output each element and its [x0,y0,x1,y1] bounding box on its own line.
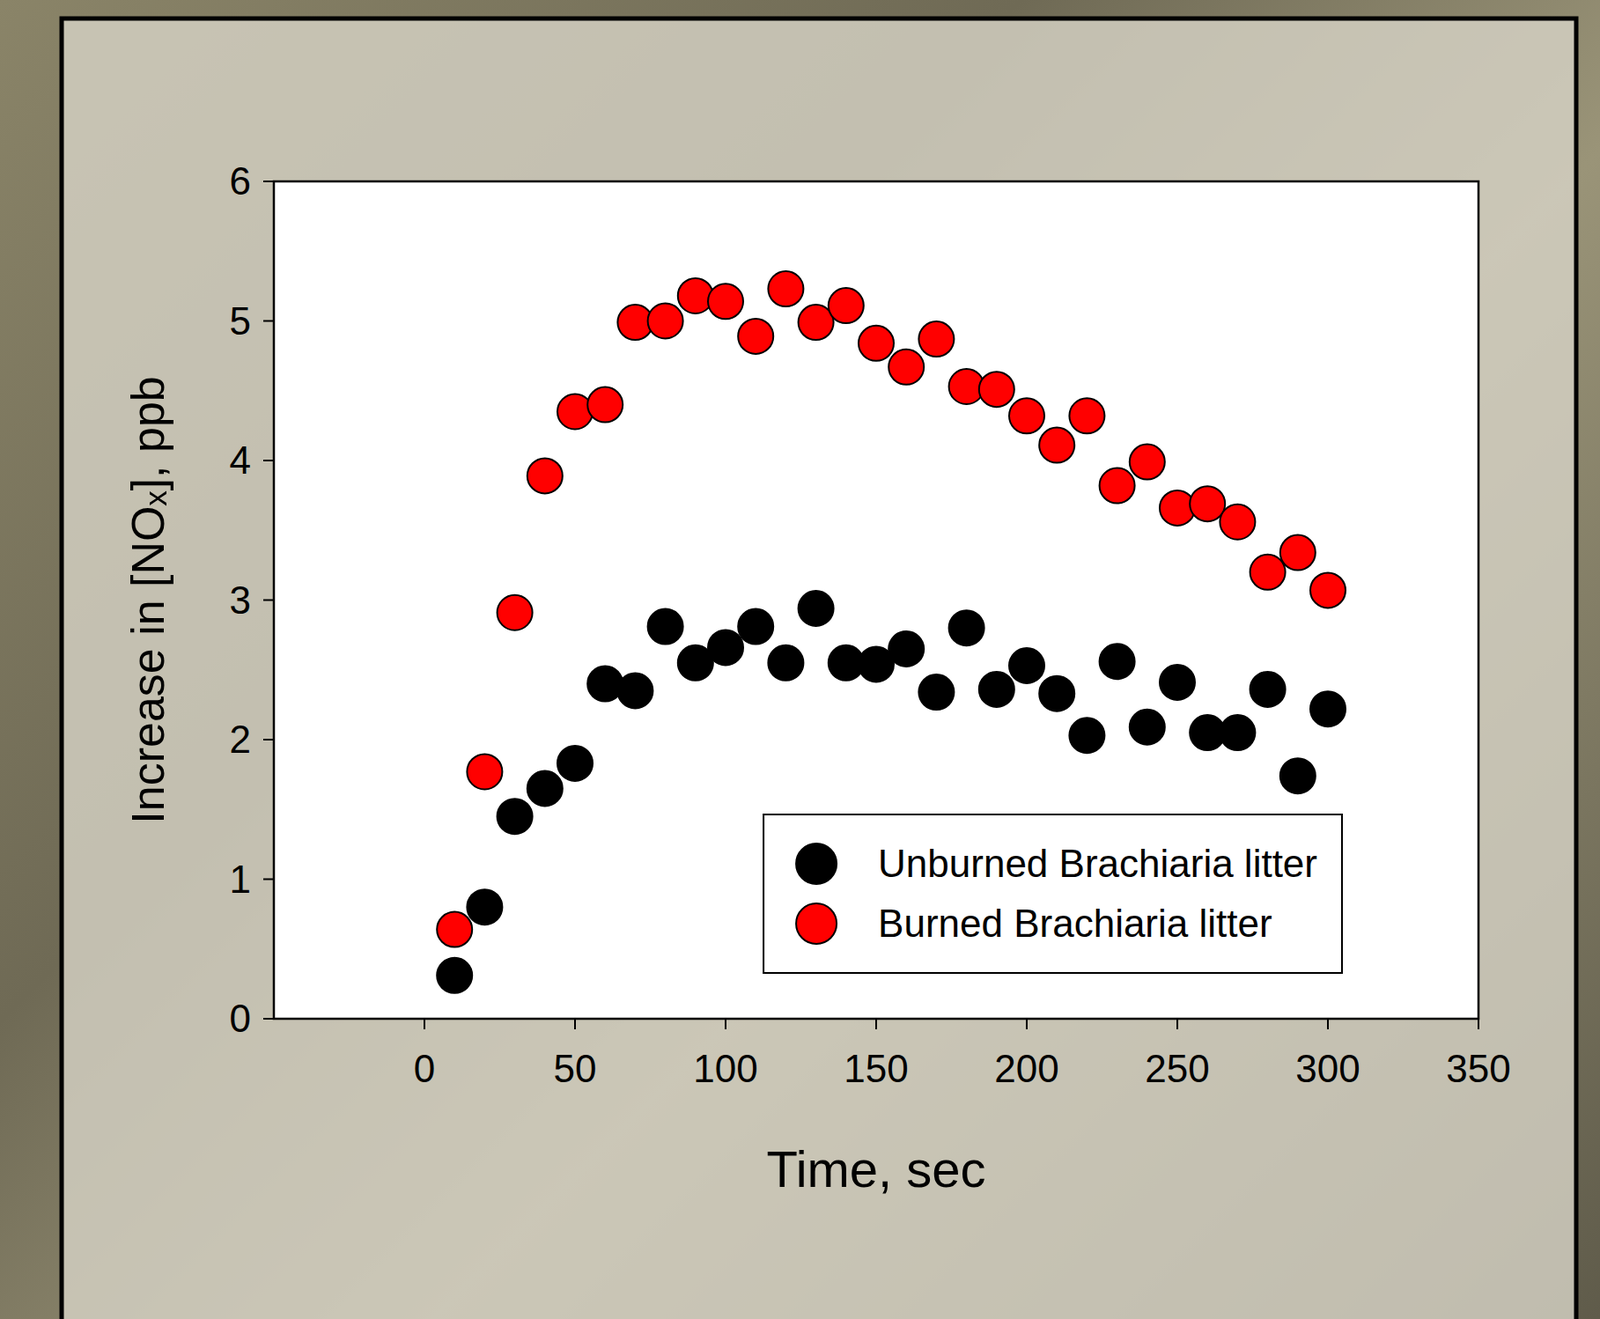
point [1129,709,1165,745]
point [557,745,593,782]
point [1219,504,1255,540]
point [888,349,924,385]
x-tick [1327,1018,1329,1030]
y-tick-label: 3 [229,578,251,622]
point [617,673,653,709]
point [466,753,502,789]
legend-label: Burned Brachiaria litter [877,901,1273,945]
point [648,609,684,645]
x-tick [724,1018,727,1030]
point [527,770,563,806]
point [527,457,563,494]
point [466,889,502,925]
x-tick-label: 100 [693,1047,758,1091]
point [1039,427,1075,464]
point [1009,648,1045,684]
point [979,671,1015,708]
y-tick [263,180,274,183]
legend-marker [796,843,837,885]
y-tick [263,878,274,881]
legend-marker [796,903,837,944]
y-tick-label: 2 [229,717,251,761]
point [737,609,774,645]
points [436,271,1346,994]
y-tick-label: 1 [229,857,251,901]
legend-label: Unburned Brachiaria litter [877,841,1318,885]
x-tick-label: 300 [1295,1047,1360,1091]
point [1159,664,1195,701]
axes: 0 50 100 150 200 250 300 350 0 1 2 3 4 5 6 [229,159,1512,1091]
legend-box [763,814,1342,974]
y-tick [263,738,274,741]
point [1250,671,1286,708]
point [1099,643,1136,679]
point [1280,758,1316,794]
x-tick [574,1018,576,1030]
point [1009,398,1045,434]
point [918,674,954,710]
x-axis-title: Time, sec [766,1140,986,1198]
x-tick-label: 150 [843,1047,908,1091]
x-tick-label: 250 [1144,1047,1210,1091]
x-tick-label: 350 [1445,1047,1511,1091]
y-tick-label: 4 [229,438,251,482]
point [1069,398,1105,434]
y-tick-label: 6 [229,159,251,203]
point [587,387,623,423]
point [1310,572,1346,608]
point [1250,554,1286,590]
point [436,958,472,994]
point [1039,676,1075,712]
point [648,303,684,340]
point [1099,468,1136,504]
point [707,283,744,319]
point [436,912,472,948]
point [858,325,894,362]
point [1069,717,1105,753]
x-tick [875,1018,878,1030]
point [888,631,924,667]
panel [61,18,1577,1319]
y-tick-label: 0 [229,996,251,1040]
x-tick-label: 200 [994,1047,1059,1091]
point [587,666,623,702]
x-tick-label: 0 [413,1047,436,1091]
plot-frame [273,181,1479,1019]
y-tick-label: 5 [229,299,251,343]
y-tick [263,1017,274,1020]
chart: 0 50 100 150 200 250 300 350 0 1 2 3 4 5 6 Time, sec Inc… [0,0,1600,1319]
y-tick [263,459,274,462]
point [497,595,533,631]
series [436,271,1346,948]
legend: Unburned Brachiaria litter Burned Brachia… [763,814,1342,974]
x-tick [1477,1018,1480,1030]
x-tick-label: 50 [553,1047,598,1091]
point [767,271,804,307]
y-tick [263,599,274,602]
point [737,318,774,354]
point [497,798,533,834]
point [979,371,1015,407]
plot-area [273,181,1479,1019]
x-tick [1025,1018,1028,1030]
point [767,645,804,681]
point [678,278,714,314]
point [1310,691,1346,727]
point [949,610,985,646]
point [798,590,834,627]
point [918,321,954,357]
point [1219,715,1255,751]
point [1129,444,1165,480]
point [557,394,593,430]
point [707,629,744,665]
series [436,590,1346,994]
y-tick [263,320,274,323]
x-tick [423,1018,426,1030]
point [1280,535,1316,571]
y-axis-title: Increase in [NOₓ], ppb [122,376,174,824]
x-tick [1176,1018,1179,1030]
point [828,287,864,324]
point [1189,486,1225,522]
